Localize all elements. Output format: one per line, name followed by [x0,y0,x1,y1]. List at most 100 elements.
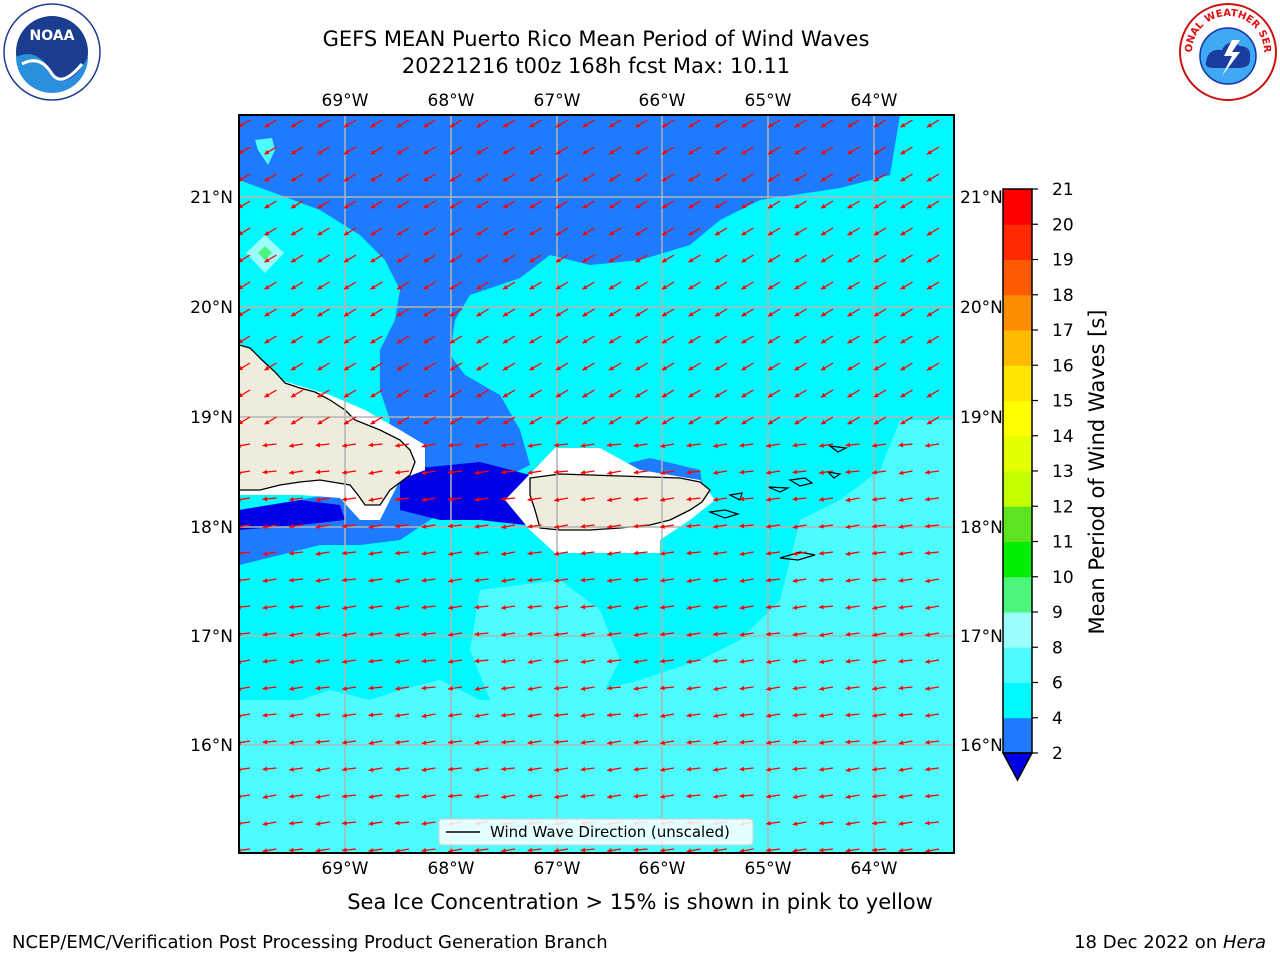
wind-wave-arrowhead [317,284,323,290]
wind-wave-arrowhead [635,365,641,371]
wind-wave-arrowhead [423,149,429,155]
wind-wave-arrowhead [262,766,268,772]
wind-wave-arrowhead [874,122,879,128]
wind-wave-arrowhead [874,203,879,209]
wind-wave-arrowhead [397,149,402,155]
wind-wave-arrowhead [766,820,771,826]
wind-wave-arrowhead [819,713,824,718]
wind-wave-arrowhead [476,230,482,236]
colorbar-tick-label: 18 [1052,286,1074,306]
wind-wave-arrow [239,551,251,555]
wind-wave-arrowhead [264,419,270,425]
wind-wave-arrowhead [898,658,904,664]
wind-wave-arrowhead [792,794,798,800]
wind-wave-arrowhead [739,551,745,557]
wind-wave-arrowhead [794,176,800,182]
wind-wave-arrowhead [819,659,824,665]
wind-wave-arrowhead [792,658,798,664]
wind-wave-arrowhead [370,284,376,290]
wind-wave-arrowhead [766,631,771,637]
wind-wave-arrowhead [874,149,879,155]
wind-wave-arrowhead [662,257,667,263]
wind-wave-arrowhead [554,442,559,448]
wind-wave-arrowhead [450,338,455,344]
wind-wave-arrowhead [686,442,692,448]
wind-wave-arrowhead [872,632,877,638]
wind-wave-arrowhead [315,712,321,718]
ocean-period-darkest-west [239,500,345,530]
wind-wave-arrowhead [633,766,639,772]
wind-wave-arrowhead [819,577,824,583]
wind-wave-arrowhead [264,149,270,155]
wind-wave-arrowhead [766,577,771,583]
wind-wave-arrowhead [344,365,349,371]
colorbar-segment [1003,717,1032,754]
wind-wave-arrowhead [368,848,374,853]
wind-wave-arrowhead [501,794,507,800]
wind-wave-arrowhead [582,338,588,344]
wind-wave-arrowhead [768,257,773,263]
wind-wave-arrowhead [766,470,771,475]
wind-wave-arrowhead [503,419,508,425]
wind-wave-arrowhead [395,793,400,799]
wind-wave-arrowhead [739,659,745,664]
wind-wave-arrowhead [766,550,771,556]
wind-wave-arrowhead [370,365,376,371]
wind-wave-arrowhead [315,794,321,800]
wind-wave-arrowhead [845,712,851,718]
wind-wave-arrowhead [395,605,400,611]
wind-wave-arrowhead [262,551,268,557]
wind-wave-arrowhead [660,497,665,503]
wind-wave-arrowhead [289,820,294,826]
wind-wave-arrowhead [291,257,296,263]
wind-wave-arrow [239,794,251,798]
wind-wave-arrowhead [925,496,930,502]
wind-wave-arrowhead [847,311,853,317]
wind-wave-arrowhead [501,685,506,691]
wind-wave-arrowhead [395,632,400,638]
wind-wave-arrowhead [925,550,930,556]
wind-wave-arrowhead [344,149,349,155]
wind-wave-arrowhead [686,739,692,745]
wind-wave-arrowhead [739,793,745,799]
wind-wave-arrowhead [662,338,667,344]
wind-wave-arrowhead [368,821,374,826]
wind-wave-arrowhead [315,442,321,448]
wind-wave-arrowhead [264,203,270,209]
wind-wave-arrowhead [448,442,453,448]
wind-wave-arrowhead [845,658,851,664]
wind-wave-arrowhead [554,658,559,664]
wind-wave-arrowhead [872,496,877,502]
wind-wave-arrowhead [476,122,482,128]
wind-wave-arrowhead [768,419,773,425]
wind-wave-arrowhead [501,632,506,637]
wind-wave-arrowhead [898,712,904,718]
wind-wave-arrowhead [368,794,374,799]
wind-wave-arrowhead [395,848,400,853]
wind-wave-arrowhead [503,365,508,371]
wind-wave-arrowhead [715,176,720,182]
wind-wave-arrowhead [423,176,429,182]
wind-wave-arrowhead [315,578,321,583]
wind-wave-arrowhead [609,338,614,344]
wind-wave-arrowhead [688,311,694,317]
wind-wave-arrowhead [794,203,800,209]
wind-wave-arrowhead [264,311,270,317]
wind-wave-arrowhead [739,605,745,610]
wind-wave-arrowhead [289,470,294,475]
wind-wave-arrowhead [874,419,879,425]
wind-wave-arrowhead [607,712,612,718]
wind-wave-arrowhead [529,203,535,209]
wind-wave-arrowhead [370,230,376,236]
wind-wave-arrowhead [450,122,455,128]
wind-wave-arrowhead [503,311,508,317]
wind-wave-arrowhead [925,712,930,718]
wind-wave-arrowhead [898,685,904,691]
wind-wave-arrowhead [344,338,349,344]
wind-wave-arrowhead [527,443,533,448]
wind-wave-arrowhead [633,469,639,475]
wind-wave-arrowhead [845,739,851,745]
wind-wave-arrowhead [501,469,506,475]
wind-wave-arrowhead [686,766,692,772]
wind-wave-arrowhead [554,497,560,503]
